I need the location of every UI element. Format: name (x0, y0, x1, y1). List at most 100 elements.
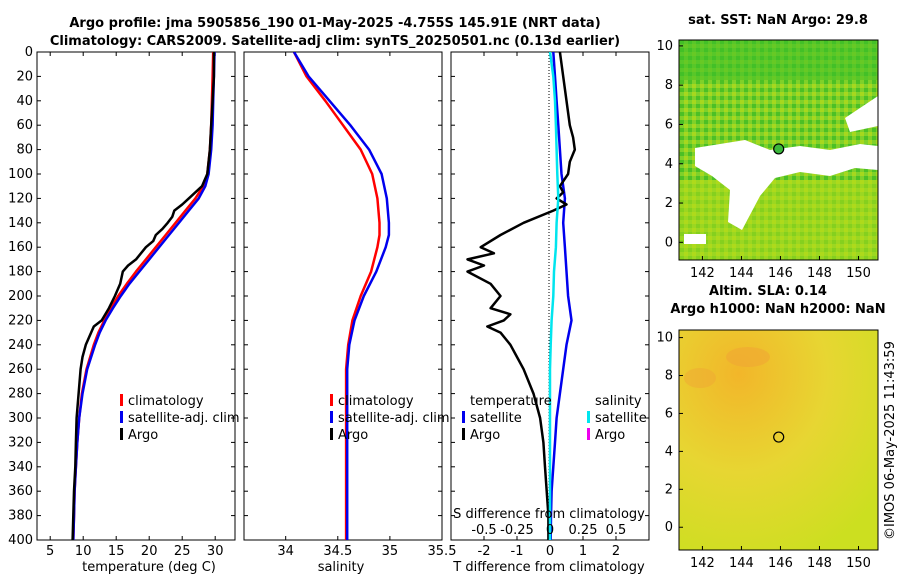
depth-tick-label: 360 (8, 484, 33, 499)
temperature-legend: climatology satellite-adj. clim Argo (120, 394, 240, 443)
legend-marker-argo (330, 428, 333, 440)
map-lat-label: 2 (665, 482, 673, 497)
map-lon-label: 146 (768, 556, 793, 571)
legend-label-satellite: satellite-adj. clim (338, 411, 450, 426)
map-lon-label: 144 (729, 556, 754, 571)
legend-label-t-satellite: satellite (470, 411, 522, 426)
depth-tick-label: 20 (16, 69, 33, 84)
salinity-legend: climatology satellite-adj. clim Argo (330, 394, 450, 443)
map-lon-label: 146 (768, 266, 793, 281)
sst-missing-patch (845, 96, 878, 132)
map-lat-label: 4 (665, 444, 673, 459)
x-tick-label: 1 (579, 544, 587, 559)
map-lat-label: 10 (656, 39, 673, 54)
x-tick-label: 5 (46, 544, 54, 559)
legend-marker-climatology (120, 394, 123, 406)
salinity-depth-ticks (244, 51, 442, 541)
depth-tick-label: 120 (8, 191, 33, 206)
depth-tick-label: 0 (25, 45, 33, 60)
legend-marker-t-argo (462, 428, 465, 440)
depth-tick-label: 220 (8, 313, 33, 328)
legend-label-climatology: climatology (128, 394, 204, 409)
series-line-satellite-adj-clim (72, 52, 216, 540)
legend-title-salinity: salinity (595, 394, 642, 409)
depth-tick-label: 140 (8, 216, 33, 231)
series-line-s-satellite (548, 52, 560, 540)
legend-label-t-argo: Argo (470, 428, 500, 443)
series-line-t-argo (466, 52, 577, 540)
s-difference-ticks: -0.5 -0.25 0 0.25 0.5 (471, 523, 626, 538)
x-tick-label: 34.5 (323, 544, 352, 559)
difference-legend: temperature satellite Argo salinity sate… (462, 394, 647, 443)
legend-label-argo: Argo (338, 428, 368, 443)
legend-marker-t-satellite (462, 411, 465, 423)
salinity-x-axis: 34 34.5 35 35.5 (277, 52, 456, 559)
legend-marker-argo (120, 428, 123, 440)
legend-marker-s-argo (587, 428, 590, 440)
figure-title-line1: Argo profile: jma 5905856_190 01-May-202… (69, 16, 600, 31)
legend-title-temperature: temperature (470, 394, 552, 409)
depth-tick-label: 60 (16, 118, 33, 133)
s-diff-tick-label: 0 (546, 523, 554, 538)
map-lon-label: 148 (807, 556, 832, 571)
series-line-argo (71, 52, 216, 540)
s-diff-tick-label: 0.25 (569, 523, 598, 538)
sla-map-title-line2: Argo h1000: NaN h2000: NaN (670, 302, 885, 317)
depth-tick-label: 320 (8, 435, 33, 450)
s-diff-tick-label: 0.5 (606, 523, 627, 538)
depth-tick-label: 160 (8, 240, 33, 255)
s-diff-tick-label: -0.25 (500, 523, 534, 538)
map-lon-label: 142 (690, 556, 715, 571)
x-tick-label: 0 (546, 544, 554, 559)
depth-tick-label: 80 (16, 143, 33, 158)
x-tick-label: -1 (511, 544, 524, 559)
series-line-climatology (72, 52, 215, 540)
series-line-satellite-adj-clim (292, 52, 391, 540)
sst-map-panel: sat. SST: NaN Argo: 29.8 142 144 146 148 150… (656, 13, 879, 281)
x-tick-label: 30 (207, 544, 224, 559)
legend-label-s-satellite: satellite (595, 411, 647, 426)
map-lat-label: 8 (665, 78, 673, 93)
temperature-xlabel: temperature (deg C) (82, 560, 216, 575)
map-lon-label: 150 (846, 266, 871, 281)
temperature-panel: 0 20 40 60 80 100 120 140 160 180 200 220 240 260 280 3… (8, 45, 239, 575)
argo-position-marker (773, 431, 785, 443)
figure-title-line2: Climatology: CARS2009. Satellite-adj cli… (50, 34, 620, 49)
sla-map-title-line1: Altim. SLA: 0.14 (709, 284, 827, 299)
sla-high-patch-2 (684, 368, 716, 388)
legend-marker-satellite (120, 411, 123, 423)
credit-text: ©IMOS 06-May-2025 11:43:59 (883, 341, 898, 540)
sst-map-frame (678, 39, 879, 261)
sst-map-title: sat. SST: NaN Argo: 29.8 (688, 13, 868, 28)
sst-map-ticks: 142 144 146 148 150 10 8 6 4 2 0 (656, 39, 870, 281)
map-lat-label: 6 (665, 406, 673, 421)
map-lat-label: 4 (665, 157, 673, 172)
legend-marker-s-satellite (587, 411, 590, 423)
x-tick-label: 10 (75, 544, 92, 559)
depth-tick-label: 180 (8, 265, 33, 280)
difference-top-xlabel: S difference from climatology (453, 507, 645, 522)
difference-panel: -2 -1 0 1 2 T difference from climatology S … (450, 51, 650, 575)
sst-missing-patch-2 (684, 234, 706, 244)
x-tick-label: 15 (108, 544, 125, 559)
depth-tick-label: 260 (8, 362, 33, 377)
x-tick-label: 35.5 (428, 544, 457, 559)
depth-tick-label: 340 (8, 460, 33, 475)
salinity-panel: 34 34.5 35 35.5 salinity climatology satell… (243, 51, 456, 575)
legend-label-climatology: climatology (338, 394, 414, 409)
sst-missing-cloud (695, 140, 878, 230)
sla-map-frame (678, 329, 879, 551)
depth-tick-label: 400 (8, 533, 33, 548)
legend-label-argo: Argo (128, 428, 158, 443)
map-lat-label: 0 (665, 520, 673, 535)
map-lon-label: 144 (729, 266, 754, 281)
difference-lines (466, 52, 577, 540)
x-tick-label: -2 (478, 544, 491, 559)
map-lat-label: 2 (665, 196, 673, 211)
depth-tick-label: 280 (8, 387, 33, 402)
difference-x-axis: -2 -1 0 1 2 (478, 52, 620, 559)
map-lat-label: 8 (665, 369, 673, 384)
temperature-lines (71, 52, 216, 540)
salinity-lines (292, 52, 391, 540)
